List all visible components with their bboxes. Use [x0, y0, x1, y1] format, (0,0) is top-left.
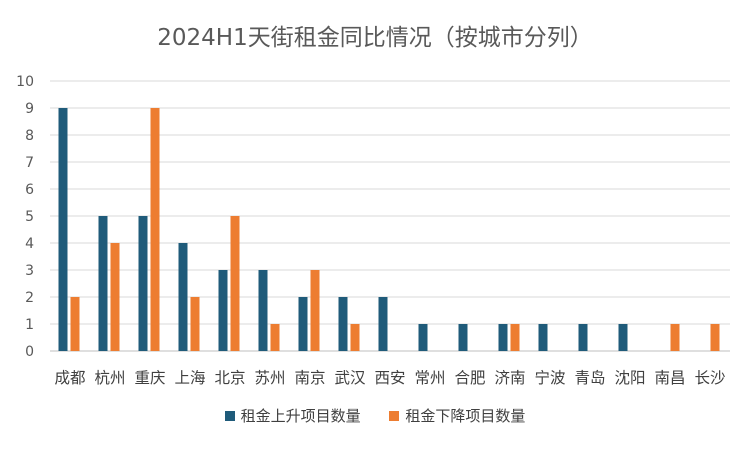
- bar-fall: [670, 324, 680, 351]
- x-tick-label: 南京: [294, 369, 325, 387]
- legend-label-rise: 租金上升项目数量: [240, 407, 361, 425]
- x-tick-label: 合肥: [454, 369, 485, 387]
- bar-fall: [230, 216, 240, 351]
- x-tick-label: 成都: [54, 369, 85, 387]
- x-tick-label: 沈阳: [614, 369, 645, 387]
- x-tick-label: 杭州: [94, 369, 125, 387]
- bar-fall: [270, 324, 280, 351]
- bar-rise: [578, 324, 588, 351]
- bar-rise: [618, 324, 628, 351]
- bar-rise: [458, 324, 468, 351]
- y-tick-label: 2: [25, 290, 34, 306]
- bar-rise: [298, 297, 308, 351]
- y-tick-label: 7: [25, 155, 34, 171]
- bar-rise: [338, 297, 348, 351]
- x-tick-label: 武汉: [334, 369, 366, 387]
- bar-rise: [218, 270, 228, 351]
- bar-fall: [710, 324, 720, 351]
- bar-rise: [178, 243, 188, 351]
- y-tick-label: 4: [25, 236, 34, 252]
- x-tick-label: 苏州: [254, 369, 285, 387]
- legend: 租金上升项目数量 租金下降项目数量: [0, 405, 750, 426]
- bar-fall: [110, 243, 120, 351]
- legend-item-rise: 租金上升项目数量: [224, 405, 361, 426]
- y-tick-label: 3: [25, 263, 34, 279]
- x-tick-label: 常州: [414, 369, 445, 387]
- bar-rise: [538, 324, 548, 351]
- y-tick-label: 0: [25, 344, 34, 360]
- x-tick-label: 济南: [494, 369, 525, 387]
- bar-fall: [310, 270, 320, 351]
- bar-fall: [70, 297, 80, 351]
- y-tick-label: 10: [16, 74, 34, 90]
- x-tick-label: 南昌: [654, 369, 685, 387]
- legend-swatch-rise: [224, 410, 235, 421]
- bar-rise: [98, 216, 108, 351]
- y-tick-label: 9: [25, 101, 34, 117]
- x-tick-label: 上海: [174, 369, 205, 387]
- chart-title: 2024H1天街租金同比情况（按城市分列）: [157, 25, 593, 51]
- y-tick-label: 8: [25, 128, 34, 144]
- bar-rise: [498, 324, 508, 351]
- bar-fall: [150, 108, 160, 351]
- x-tick-label: 长沙: [694, 369, 725, 387]
- bar-rise: [58, 108, 68, 351]
- bar-fall: [510, 324, 520, 351]
- bar-fall: [350, 324, 360, 351]
- bar-fall: [190, 297, 200, 351]
- x-tick-label: 青岛: [574, 369, 605, 387]
- bar-rise: [258, 270, 268, 351]
- legend-item-fall: 租金下降项目数量: [389, 405, 525, 426]
- x-tick-label: 重庆: [134, 369, 165, 387]
- bar-rise: [378, 297, 388, 351]
- y-tick-label: 5: [25, 209, 34, 225]
- y-tick-label: 1: [25, 317, 34, 333]
- x-tick-label: 西安: [374, 369, 405, 387]
- y-tick-label: 6: [25, 182, 34, 198]
- bar-rise: [138, 216, 148, 351]
- x-tick-label: 宁波: [534, 369, 565, 387]
- x-tick-label: 北京: [214, 369, 245, 387]
- legend-label-fall: 租金下降项目数量: [405, 407, 526, 425]
- bar-rise: [418, 324, 428, 351]
- legend-swatch-fall: [389, 410, 400, 421]
